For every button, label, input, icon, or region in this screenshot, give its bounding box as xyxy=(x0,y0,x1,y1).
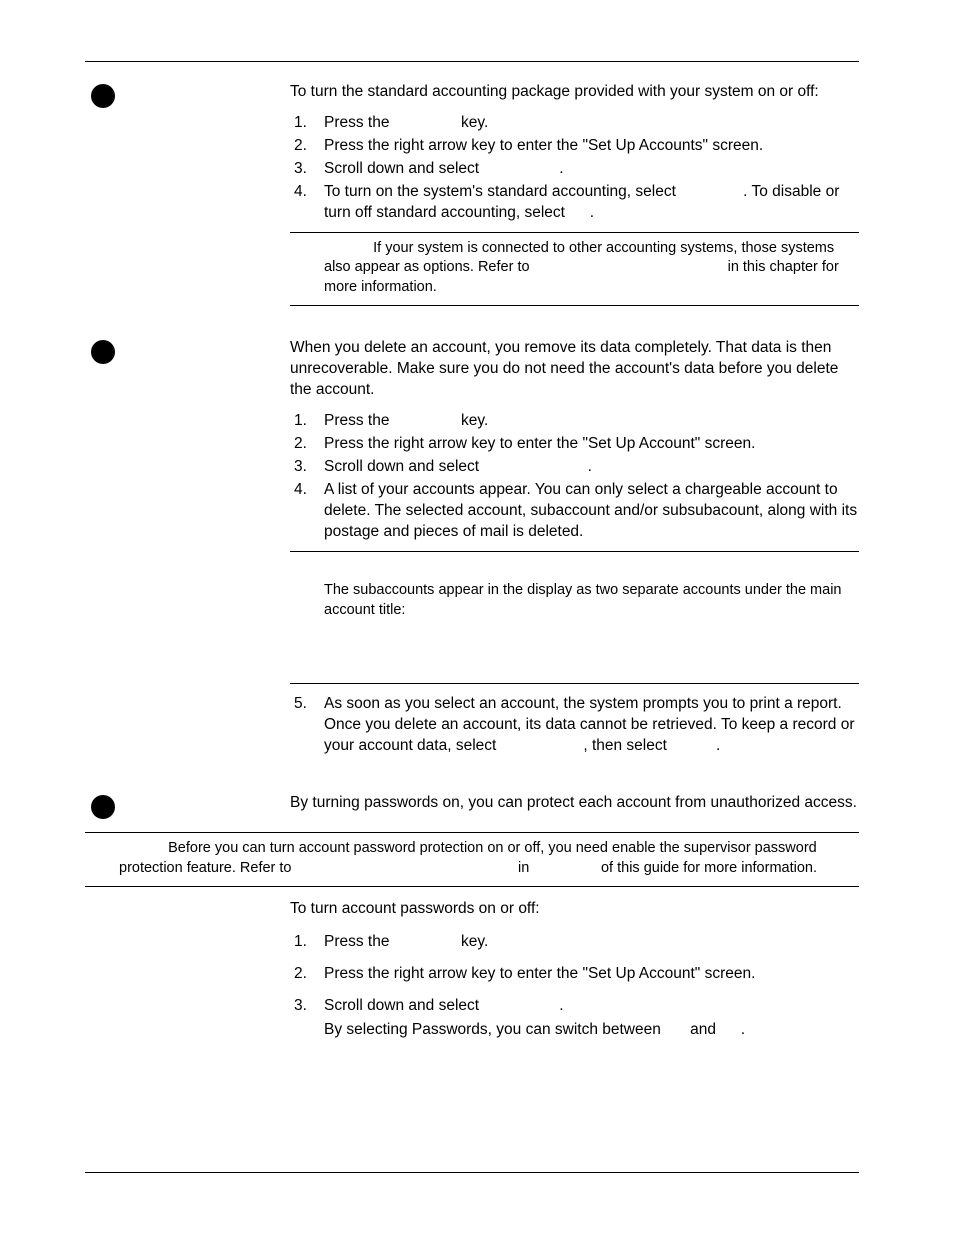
intro-text: To turn the standard accounting package … xyxy=(290,82,859,103)
steps-list-3: Press the Accounts key. Press the right … xyxy=(290,930,859,1042)
note-label: NOTE: xyxy=(324,240,369,256)
lead-passwords: To turn account passwords on or off: xyxy=(290,899,859,920)
note-label-3: NOTE: xyxy=(119,840,164,856)
note-ref: Selecting an Accounting Type xyxy=(534,259,724,275)
intro-passwords: By turning passwords on, you can protect… xyxy=(290,793,859,814)
example-lines: Engineering Software Engineering Industr… xyxy=(348,626,859,667)
step-4: A list of your accounts appear. You can … xyxy=(290,480,859,543)
section-turning-accounting: Turning Accounting On and Off To turn th… xyxy=(85,82,859,316)
step-3: Scroll down and select Passwords. By sel… xyxy=(290,994,859,1042)
step3-opt: Accounting xyxy=(483,160,560,177)
s3-step3-b: . xyxy=(559,997,563,1014)
step-1: Press the Accounts key. xyxy=(290,113,859,134)
s2-step3-opt: Delete Account xyxy=(483,458,587,475)
step3-a: Scroll down and select xyxy=(324,160,483,177)
step4-opt1: Standard xyxy=(680,183,743,200)
s2-step1-key: Accounts xyxy=(393,412,457,429)
step-2: Press the right arrow key to enter the "… xyxy=(290,962,859,986)
s3-off: Off xyxy=(720,1021,740,1038)
s2-step3-a: Scroll down and select xyxy=(324,458,483,475)
step4-c: . xyxy=(590,204,594,221)
footer-left: SV61162 Rev. B xyxy=(85,1179,186,1195)
s3-note-c: of this guide for more information. xyxy=(597,860,817,876)
steps-list-2: Press the Accounts key. Press the right … xyxy=(290,411,859,543)
step-1: Press the Accounts key. xyxy=(290,930,859,954)
page-footer: SV61162 Rev. B 7-9 xyxy=(85,1172,859,1195)
s3-note-ref1: Setting up a Supervisor Password xyxy=(296,860,514,876)
footer-right: 7-9 xyxy=(839,1179,859,1195)
s3-on: On xyxy=(665,1021,686,1038)
intro-delete: When you delete an account, you remove i… xyxy=(290,338,859,401)
section-deleting-account: Deleting an Account When you delete an a… xyxy=(85,338,859,771)
chapter-label: 7 • Accounting Setup xyxy=(709,40,859,57)
step-2: Press the right arrow key to enter the "… xyxy=(290,434,859,455)
footer-rule xyxy=(85,1172,859,1173)
s3-step3-line2a: By selecting Passwords, you can switch b… xyxy=(324,1021,665,1038)
step3-b: . xyxy=(559,160,563,177)
side-heading-passwords: Turning Account Passwords On/Off xyxy=(127,793,282,835)
step-2: Press the right arrow key to enter the "… xyxy=(290,136,859,157)
example-intro-line: EXAMPLE: xyxy=(324,562,859,582)
step4-opt2: Off xyxy=(569,204,589,221)
s3-step3-line2b: . xyxy=(741,1021,745,1038)
step1-key: Accounts xyxy=(393,114,457,131)
example-line-2: Engineering Industrial Design xyxy=(348,648,859,668)
s2-step5-opt1: Print Report xyxy=(501,737,584,754)
note-box-1: NOTE: If your system is connected to oth… xyxy=(290,232,859,307)
s3-step3-opt: Passwords xyxy=(483,997,559,1014)
example-intro: The subaccounts appear in the display as… xyxy=(324,581,859,620)
s2-step5-b: , then select xyxy=(583,737,671,754)
step1-a: Press the xyxy=(324,114,393,131)
example-box: EXAMPLE: The subaccounts appear in the d… xyxy=(290,551,859,685)
side-heading-delete: Deleting an Account xyxy=(127,338,282,359)
s3-step1-a: Press the xyxy=(324,933,393,950)
bullet-icon xyxy=(91,795,115,819)
section-passwords: Turning Account Passwords On/Off By turn… xyxy=(85,793,859,824)
s2-step1-b: key. xyxy=(457,412,489,429)
bullet-icon xyxy=(91,84,115,108)
step-1: Press the Accounts key. xyxy=(290,411,859,432)
step-5: As soon as you select an account, the sy… xyxy=(290,694,859,757)
s2-step5-opt2: Delete xyxy=(671,737,716,754)
s3-note-b: in xyxy=(514,860,533,876)
page-header: 7 • Accounting Setup xyxy=(85,40,859,57)
s3-step3-a: Scroll down and select xyxy=(324,997,483,1014)
s2-step5-c: . xyxy=(716,737,720,754)
step-3: Scroll down and select Accounting. xyxy=(290,159,859,180)
s2-step3-b: . xyxy=(588,458,592,475)
note-box-passwords: NOTE: Before you can turn account passwo… xyxy=(85,832,859,887)
s2-step1-a: Press the xyxy=(324,412,393,429)
header-rule xyxy=(85,61,859,62)
example-line-1: Engineering Software xyxy=(348,626,859,646)
step-3: Scroll down and select Delete Account. xyxy=(290,457,859,478)
step1-b: key. xyxy=(457,114,489,131)
step4-a: To turn on the system's standard account… xyxy=(324,183,680,200)
side-heading-accounting: Turning Accounting On and Off xyxy=(127,82,282,124)
bullet-icon xyxy=(91,340,115,364)
s3-step1-key: Accounts xyxy=(393,933,457,950)
step-4: To turn on the system's standard account… xyxy=(290,182,859,224)
s3-step1-b: key. xyxy=(457,933,489,950)
example-label: EXAMPLE: xyxy=(324,563,399,579)
steps-list: Press the Accounts key. Press the right … xyxy=(290,113,859,224)
s3-and: and xyxy=(686,1021,720,1038)
s3-note-ref2: Chapter 4 xyxy=(533,860,597,876)
section-passwords-steps: To turn account passwords on or off: Pre… xyxy=(85,899,859,1050)
